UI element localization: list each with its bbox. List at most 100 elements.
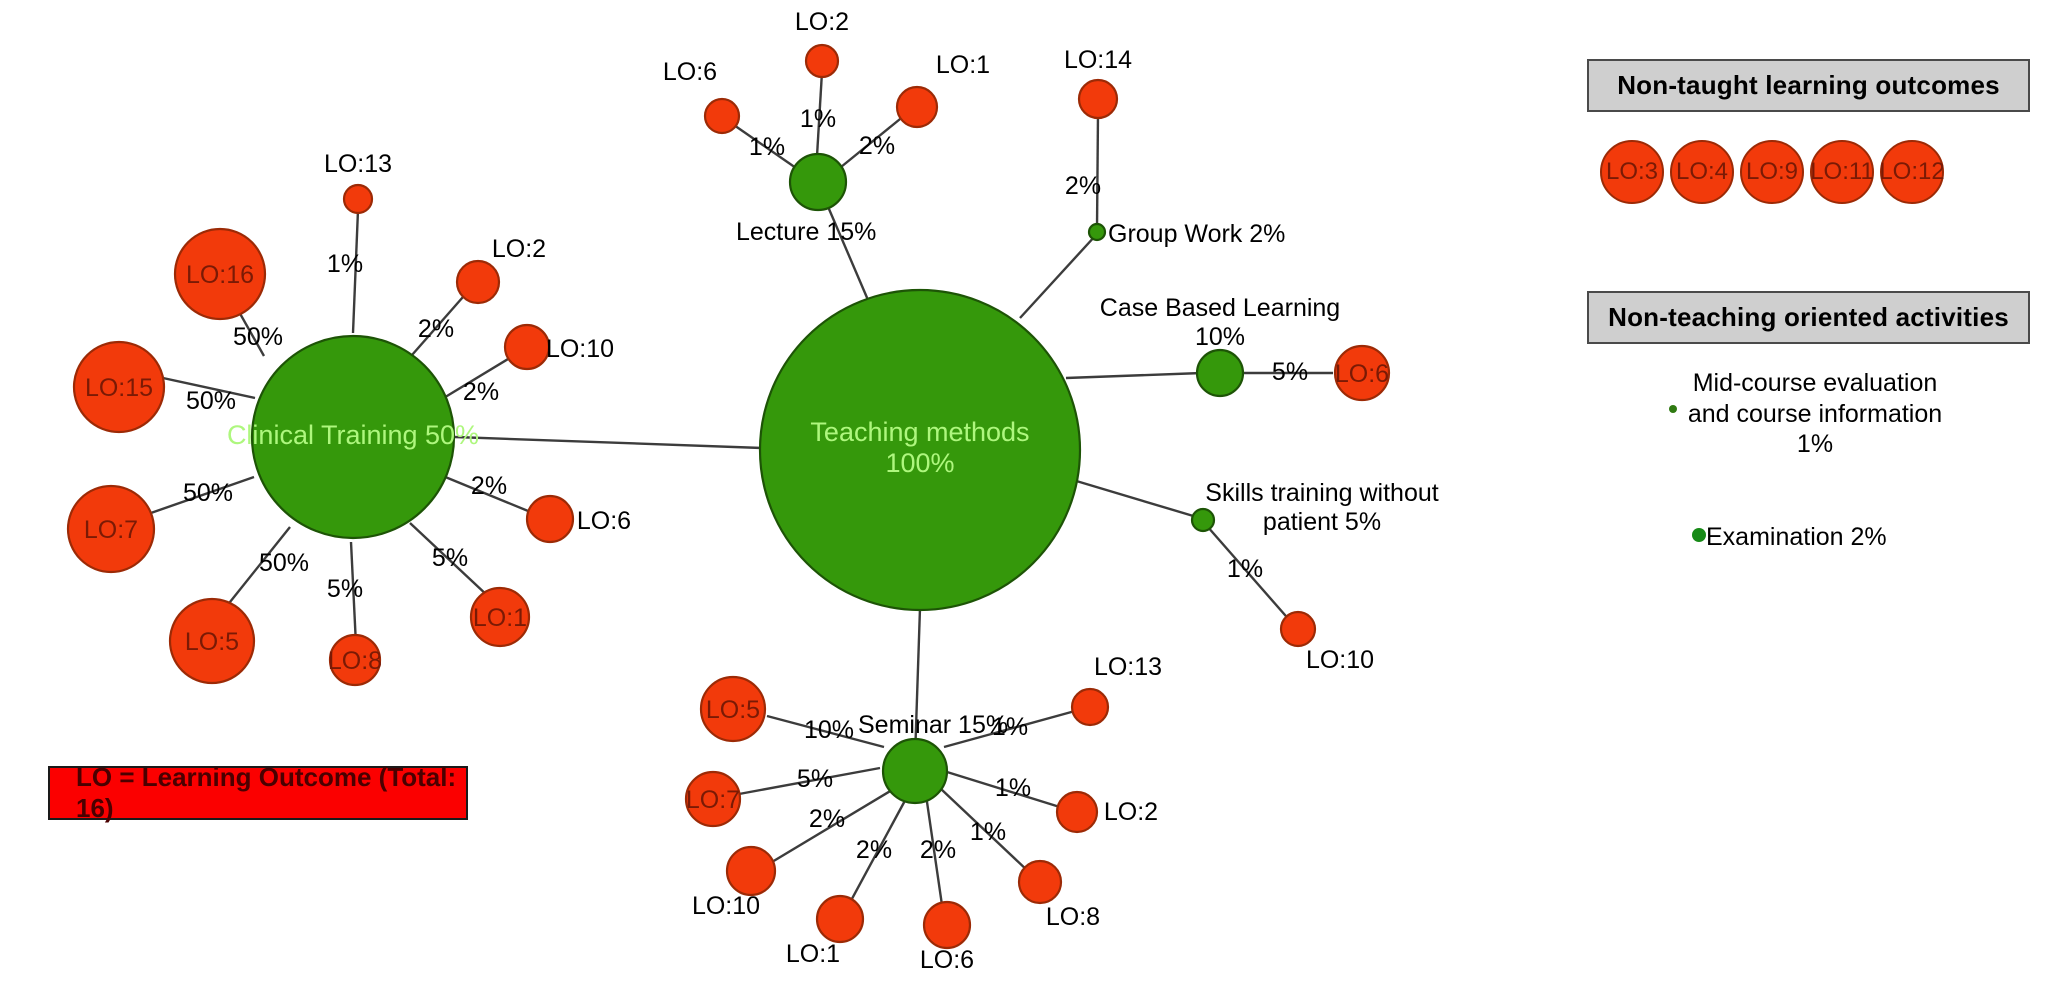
edge-skills-lo10 bbox=[1206, 525, 1293, 624]
node-lo-1-lecture-label: LO:1 bbox=[936, 51, 990, 79]
edge-label-seminar-lo6: 2% bbox=[920, 836, 956, 864]
node-lo-10-clinical-label: LO:10 bbox=[546, 335, 614, 363]
edge-clinical-lo1 bbox=[409, 522, 490, 598]
edge-clinical-lo13 bbox=[351, 209, 360, 334]
node-lo-6-lecture-label: LO:6 bbox=[663, 58, 717, 86]
node-group-work[interactable] bbox=[1087, 222, 1107, 242]
edge-label-seminar-lo5: 10% bbox=[804, 716, 854, 744]
edge-label-lecture-lo6: 1% bbox=[749, 133, 785, 161]
node-case-based-learning-label: Case Based Learning bbox=[1100, 294, 1340, 322]
skills-children: LO:10 1% bbox=[1227, 555, 1374, 674]
legend-non-taught-header: Non-taught learning outcomes bbox=[1587, 59, 2030, 112]
node-lo-2-seminar[interactable] bbox=[1055, 790, 1099, 834]
node-skills-training-label-line2: patient 5% bbox=[1263, 508, 1381, 536]
node-lo-14[interactable] bbox=[1077, 78, 1119, 120]
node-lo-10-skills-label: LO:10 bbox=[1306, 646, 1374, 674]
edge-label-seminar-lo10: 2% bbox=[809, 805, 845, 833]
legend-lo-key: LO = Learning Outcome (Total: 16) bbox=[48, 762, 468, 823]
node-lo-8-seminar[interactable] bbox=[1017, 859, 1063, 905]
edge-label-seminar-lo2: 1% bbox=[995, 774, 1031, 802]
node-lo-7-clinical[interactable] bbox=[66, 484, 156, 574]
edge-label-clinical-lo8: 5% bbox=[327, 575, 363, 603]
node-lo-6-lecture[interactable] bbox=[703, 97, 741, 135]
node-lo-14-label: LO:14 bbox=[1064, 46, 1132, 74]
node-lo-7-seminar-label: LO:7 bbox=[686, 786, 740, 814]
edge-clinical-lo2 bbox=[411, 288, 471, 356]
node-lo-7-seminar[interactable] bbox=[684, 770, 742, 828]
edge-label-lecture-lo1: 2% bbox=[859, 132, 895, 160]
lecture-children: LO:6 LO:2 LO:1 1% 1% 2% bbox=[663, 8, 990, 161]
edge-lecture-lo1 bbox=[840, 114, 906, 168]
edge-lecture-lo2 bbox=[815, 71, 824, 157]
node-lo-10-seminar[interactable] bbox=[725, 845, 777, 897]
edge-clinical-lo10 bbox=[441, 351, 519, 401]
edges-skills bbox=[1206, 525, 1293, 624]
node-lo-13-clinical[interactable] bbox=[342, 183, 374, 215]
node-seminar-label: Seminar 15% bbox=[858, 711, 1008, 739]
node-lo-13-clinical-label: LO:13 bbox=[324, 150, 392, 178]
node-lo-5-clinical-label: LO:5 bbox=[185, 628, 239, 656]
edge-label-clinical-lo1: 5% bbox=[432, 544, 468, 572]
node-seminar[interactable] bbox=[881, 737, 949, 805]
legend-non-taught-items: LO:3 LO:4 LO:9 LO:11 LO:12 bbox=[1600, 139, 2020, 205]
seminar-children: LO:5 LO:13 LO:7 LO:2 LO:10 LO:1 LO:6 LO:… bbox=[684, 653, 1162, 974]
node-lo-5-clinical[interactable] bbox=[168, 597, 256, 685]
casebased-children: LO:6 5% bbox=[1272, 344, 1391, 402]
edge-clinical-lo8 bbox=[349, 541, 358, 646]
edge-root-casebased bbox=[1065, 371, 1203, 380]
edges-seminar bbox=[738, 709, 1076, 913]
node-lo-13-seminar[interactable] bbox=[1070, 687, 1110, 727]
edges-root bbox=[454, 187, 1203, 759]
node-lo-8-clinical[interactable] bbox=[328, 633, 382, 687]
node-lo-1-seminar[interactable] bbox=[815, 894, 865, 944]
node-lo-1-lecture[interactable] bbox=[895, 85, 939, 129]
node-lo-15[interactable] bbox=[72, 340, 166, 434]
legend-lo-chip-11[interactable]: LO:11 bbox=[1810, 140, 1874, 204]
legend-lo-chip-9[interactable]: LO:9 bbox=[1740, 140, 1804, 204]
edge-label-clinical-lo10: 2% bbox=[463, 378, 499, 406]
edge-label-casebased-lo6: 5% bbox=[1272, 358, 1308, 386]
edge-root-groupwork bbox=[1019, 234, 1097, 319]
node-lo-6-seminar[interactable] bbox=[922, 900, 972, 950]
bullet-dot-examination-icon bbox=[1692, 528, 1706, 542]
legend-lo-chip-3[interactable]: LO:3 bbox=[1600, 140, 1664, 204]
node-group-work-label: Group Work 2% bbox=[1108, 220, 1285, 248]
node-lo-5-seminar[interactable] bbox=[699, 675, 767, 743]
edges-lecture bbox=[730, 71, 906, 169]
node-lo-10-skills[interactable] bbox=[1279, 610, 1317, 648]
node-lo-16[interactable] bbox=[173, 227, 267, 321]
node-lecture[interactable] bbox=[788, 152, 848, 212]
node-lo-1-clinical[interactable] bbox=[469, 586, 531, 648]
node-lo-6-clinical[interactable] bbox=[525, 494, 575, 544]
edge-clinical-lo5 bbox=[221, 526, 291, 613]
edge-root-skills bbox=[1072, 478, 1201, 520]
edge-seminar-lo13 bbox=[943, 709, 1076, 749]
node-lo-8-clinical-label: LO:8 bbox=[328, 647, 382, 675]
edge-label-groupwork-lo14: 2% bbox=[1065, 172, 1101, 200]
edge-label-seminar-lo1: 2% bbox=[856, 836, 892, 864]
node-lo-6-casebased[interactable] bbox=[1333, 344, 1391, 402]
node-lo-2-clinical[interactable] bbox=[455, 259, 501, 305]
node-clinical-training[interactable] bbox=[250, 334, 456, 540]
node-lo-1-clinical-label: LO:1 bbox=[473, 604, 527, 632]
node-lo-7-clinical-label: LO:7 bbox=[84, 516, 138, 544]
edge-label-skills-lo10: 1% bbox=[1227, 555, 1263, 583]
node-teaching-methods[interactable] bbox=[758, 288, 1082, 612]
node-lo-10-clinical[interactable] bbox=[503, 323, 551, 371]
legend-lo-chip-4[interactable]: LO:4 bbox=[1670, 140, 1734, 204]
edges-clinical bbox=[147, 209, 534, 646]
node-lo-15-label: LO:15 bbox=[85, 374, 153, 402]
edge-label-seminar-lo13: 1% bbox=[992, 713, 1028, 741]
node-lo-2-lecture[interactable] bbox=[804, 43, 840, 79]
edge-label-clinical-lo6: 2% bbox=[471, 472, 507, 500]
edge-groupwork-lo14 bbox=[1095, 112, 1100, 230]
node-skills-training[interactable] bbox=[1190, 507, 1216, 533]
node-case-based-learning[interactable] bbox=[1195, 348, 1245, 398]
edge-clinical-lo7 bbox=[147, 475, 255, 516]
node-lo-6-seminar-label: LO:6 bbox=[920, 946, 974, 974]
edges-groupwork bbox=[1095, 112, 1100, 230]
node-lecture-label: Lecture 15% bbox=[736, 218, 876, 246]
legend-lo-chip-12[interactable]: LO:12 bbox=[1879, 140, 1945, 204]
